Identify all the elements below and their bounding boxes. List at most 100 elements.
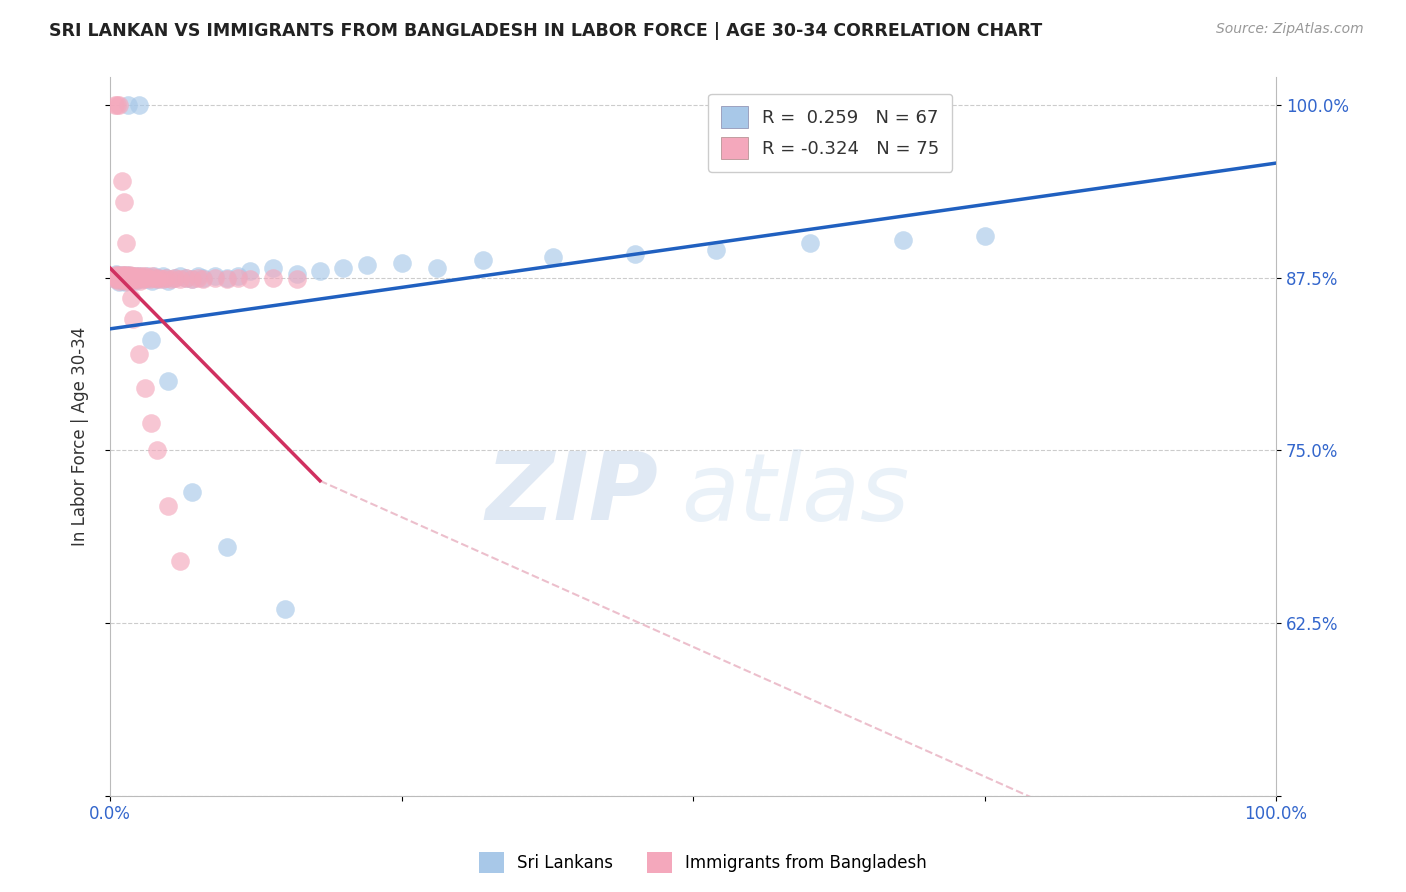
Point: [104, 268, 127, 282]
Point: [114, 269, 136, 284]
Point: [115, 269, 138, 284]
Point: [134, 381, 156, 395]
Point: [204, 270, 226, 285]
Point: [110, 269, 132, 284]
Point: [121, 269, 143, 284]
Point: [174, 270, 197, 285]
Point: [239, 264, 262, 278]
Point: [115, 272, 138, 286]
Point: [155, 270, 177, 285]
Point: [111, 268, 134, 282]
Point: [706, 243, 728, 257]
Point: [108, 270, 131, 285]
Point: [391, 255, 413, 269]
Point: [125, 272, 148, 286]
Point: [120, 270, 142, 285]
Point: [143, 269, 166, 284]
Point: [152, 272, 174, 286]
Point: [165, 270, 187, 285]
Legend: Sri Lankans, Immigrants from Bangladesh: Sri Lankans, Immigrants from Bangladesh: [472, 846, 934, 880]
Point: [112, 194, 135, 209]
Legend: R =  0.259   N = 67, R = -0.324   N = 75: R = 0.259 N = 67, R = -0.324 N = 75: [709, 94, 952, 172]
Point: [132, 272, 155, 286]
Y-axis label: In Labor Force | Age 30-34: In Labor Force | Age 30-34: [72, 327, 89, 546]
Point: [118, 270, 141, 285]
Point: [193, 272, 215, 286]
Point: [138, 272, 160, 286]
Point: [111, 269, 134, 284]
Point: [145, 270, 167, 285]
Point: [117, 273, 139, 287]
Point: [110, 272, 132, 286]
Point: [973, 229, 995, 244]
Point: [114, 275, 136, 289]
Point: [127, 270, 149, 285]
Point: [112, 270, 135, 285]
Point: [107, 268, 129, 282]
Point: [131, 269, 153, 284]
Text: Source: ZipAtlas.com: Source: ZipAtlas.com: [1216, 22, 1364, 37]
Point: [180, 272, 202, 286]
Point: [309, 264, 332, 278]
Point: [122, 272, 145, 286]
Point: [105, 98, 128, 112]
Point: [118, 270, 141, 285]
Point: [138, 270, 160, 285]
Point: [118, 273, 141, 287]
Point: [105, 268, 128, 282]
Point: [111, 272, 134, 286]
Point: [107, 270, 129, 285]
Point: [239, 272, 262, 286]
Point: [169, 269, 191, 284]
Point: [127, 269, 149, 284]
Point: [129, 273, 152, 287]
Point: [124, 269, 146, 284]
Point: [285, 267, 308, 281]
Point: [157, 273, 180, 287]
Point: [356, 258, 378, 272]
Point: [799, 236, 821, 251]
Point: [115, 268, 138, 282]
Point: [121, 269, 143, 284]
Point: [111, 270, 134, 285]
Point: [136, 269, 159, 284]
Point: [115, 236, 138, 251]
Point: [108, 273, 131, 287]
Point: [152, 269, 174, 284]
Point: [186, 270, 208, 285]
Point: [104, 269, 127, 284]
Point: [117, 270, 139, 285]
Point: [124, 273, 146, 287]
Point: [104, 267, 127, 281]
Point: [117, 272, 139, 286]
Point: [169, 272, 191, 286]
Point: [285, 272, 308, 286]
Point: [472, 252, 495, 267]
Point: [104, 272, 127, 286]
Point: [104, 272, 127, 286]
Point: [541, 250, 564, 264]
Point: [118, 269, 141, 284]
Point: [139, 333, 162, 347]
Point: [128, 272, 150, 286]
Point: [145, 272, 167, 286]
Text: atlas: atlas: [682, 449, 910, 540]
Point: [112, 270, 135, 285]
Point: [103, 269, 125, 284]
Point: [169, 554, 191, 568]
Point: [120, 273, 142, 287]
Point: [141, 273, 163, 287]
Point: [111, 273, 134, 287]
Point: [110, 269, 132, 284]
Point: [155, 270, 177, 285]
Point: [122, 272, 145, 286]
Point: [128, 347, 150, 361]
Point: [125, 270, 148, 285]
Point: [111, 174, 134, 188]
Point: [174, 270, 197, 285]
Point: [180, 272, 202, 286]
Text: ZIP: ZIP: [485, 448, 658, 540]
Point: [128, 270, 150, 285]
Point: [332, 261, 354, 276]
Point: [105, 269, 128, 284]
